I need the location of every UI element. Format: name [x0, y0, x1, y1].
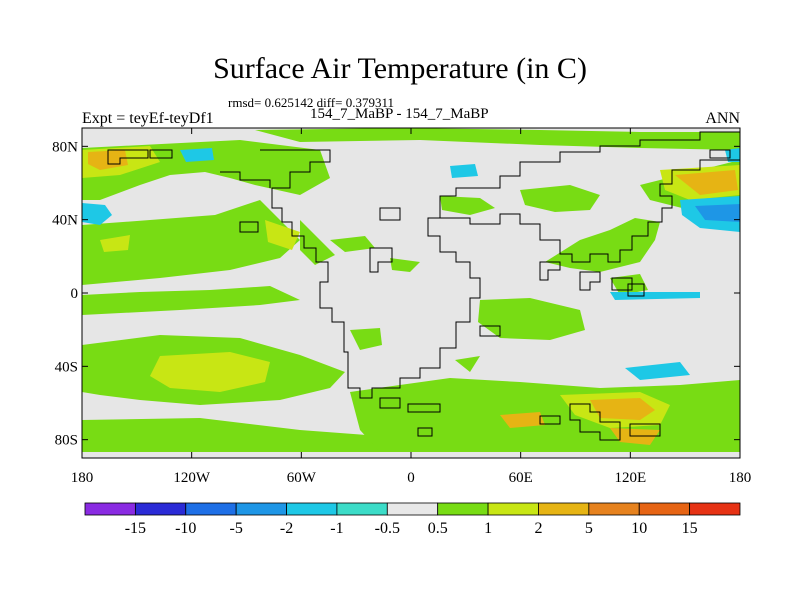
anomaly-region — [82, 200, 300, 285]
colorbar-swatch — [235, 502, 287, 516]
anomaly-region — [255, 128, 740, 150]
colorbar-swatch — [286, 502, 338, 516]
anomaly-region — [610, 292, 700, 300]
x-tick-label: 60E — [509, 470, 533, 486]
anomaly-region — [520, 185, 600, 212]
anomaly-region — [82, 418, 380, 452]
anomaly-region — [390, 258, 420, 272]
x-tick-label: 180 — [729, 470, 752, 486]
continent-outline — [369, 247, 393, 273]
colorbar-label: 5 — [585, 520, 593, 537]
continent-outline — [579, 271, 601, 291]
season-label: ANN — [705, 110, 740, 127]
anomaly-region — [450, 164, 478, 178]
colorbar-label: 2 — [534, 520, 542, 537]
colorbar-label: -10 — [175, 520, 196, 537]
map-ticks: 80N 40N 0 40S 80S 180 120W 60W 0 60E 120E 180 — [52, 128, 751, 486]
x-tick-label: 120E — [614, 470, 646, 486]
colorbar: -15 -10 -5 -2 -1 -0.5 0.5 1 2 5 10 15 — [84, 502, 741, 537]
continent-outline — [379, 207, 401, 221]
anomaly-cool-regions — [82, 148, 740, 380]
anomaly-region — [265, 220, 300, 250]
anomaly-region — [350, 328, 382, 350]
colorbar-swatch — [134, 502, 187, 516]
continent-outline — [107, 149, 149, 165]
anomaly-region — [300, 220, 335, 265]
anomaly-region — [150, 352, 270, 392]
anomaly-region — [440, 196, 495, 215]
y-tick-label: 80S — [55, 433, 78, 449]
continent-outline — [627, 283, 645, 297]
experiment-label: Expt = teyEf-teyDf1 — [82, 110, 214, 127]
colorbar-label: -1 — [330, 520, 343, 537]
x-tick-label: 0 — [407, 470, 415, 486]
anomaly-region — [695, 204, 740, 222]
x-tick-label: 60W — [287, 470, 317, 486]
continent-outline — [239, 221, 259, 233]
colorbar-swatch — [84, 502, 136, 516]
continent-outline — [539, 261, 561, 281]
anomaly-region — [100, 235, 130, 252]
colorbar-swatch — [689, 502, 741, 516]
chart-subtitle: 154_7_MaBP - 154_7_MaBP — [310, 106, 489, 122]
continent-outline — [149, 149, 173, 159]
chart-title: Surface Air Temperature (in C) — [213, 52, 587, 85]
colorbar-label: 10 — [631, 520, 647, 537]
y-tick-label: 0 — [71, 286, 79, 302]
colorbar-swatch — [538, 502, 590, 516]
colorbar-label: -0.5 — [375, 520, 400, 537]
continent-outline — [709, 149, 731, 159]
anomaly-region — [545, 218, 660, 272]
continent-outline — [260, 131, 740, 399]
colorbar-label: 1 — [484, 520, 492, 537]
continent-outline — [479, 325, 501, 337]
anomaly-region — [675, 170, 738, 195]
map-area — [82, 128, 740, 458]
y-tick-label: 40S — [55, 359, 78, 375]
anomaly-region — [180, 148, 214, 162]
continent-outline — [539, 415, 561, 425]
anomaly-region — [455, 356, 480, 372]
colorbar-swatch — [386, 502, 439, 516]
colorbar-swatch — [437, 502, 489, 516]
continent-outline — [220, 171, 271, 188]
y-tick-label: 40N — [52, 213, 78, 229]
continent-outline — [379, 397, 401, 409]
colorbar-swatch — [336, 502, 388, 516]
continent-outline — [417, 427, 433, 437]
colorbar-label: -5 — [229, 520, 242, 537]
x-tick-label: 180 — [71, 470, 94, 486]
anomaly-region — [500, 412, 545, 428]
anomaly-region — [625, 362, 690, 380]
anomaly-region — [330, 236, 375, 252]
anomaly-region — [350, 378, 740, 452]
colorbar-swatch — [638, 502, 691, 516]
colorbar-swatch — [185, 502, 237, 516]
anomaly-region — [478, 298, 585, 340]
stats-line: rmsd= 0.625142 diff= 0.379311 — [228, 95, 394, 110]
colorbar-swatch — [588, 502, 640, 516]
colorbar-label: -15 — [125, 520, 146, 537]
continent-outlines — [107, 131, 740, 441]
colorbar-label: 15 — [682, 520, 698, 537]
continent-outline — [407, 403, 441, 413]
anomaly-region — [82, 203, 112, 225]
continent-outline — [569, 403, 621, 441]
y-tick-label: 80N — [52, 139, 78, 155]
continent-outline — [611, 277, 633, 291]
colorbar-label: -2 — [280, 520, 293, 537]
x-tick-label: 120W — [173, 470, 211, 486]
continent-outline — [629, 423, 661, 437]
continent-outline — [428, 159, 740, 263]
colorbar-label: 0.5 — [428, 520, 448, 537]
colorbar-swatch — [487, 502, 539, 516]
anomaly-region — [82, 286, 300, 315]
anomaly-region — [590, 398, 655, 420]
